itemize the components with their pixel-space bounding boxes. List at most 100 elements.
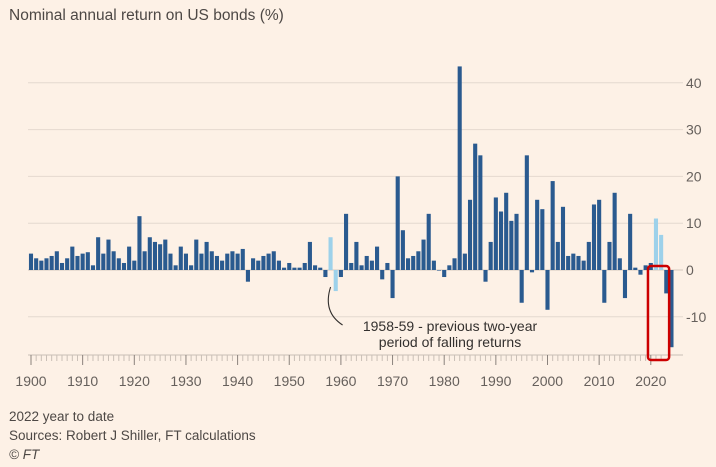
bar-1932 <box>194 239 199 270</box>
bar-1934 <box>204 241 209 270</box>
annotation-line-1: 1958-59 - previous two-year <box>363 318 538 334</box>
y-tick-label: 20 <box>686 168 702 184</box>
y-tick-label: 0 <box>686 262 694 278</box>
bar-1935 <box>209 251 214 270</box>
bar-1925 <box>158 244 163 270</box>
y-tick-label: 40 <box>686 75 702 91</box>
bar-2017 <box>633 267 638 270</box>
bar-2023 <box>664 270 669 294</box>
bar-1908 <box>70 246 75 270</box>
bar-2024 <box>669 270 674 348</box>
bar-1990 <box>493 197 498 270</box>
bar-1927 <box>168 253 173 270</box>
bar-1981 <box>447 265 452 270</box>
bar-1939 <box>230 251 235 270</box>
bar-2013 <box>612 192 617 270</box>
bar-2022 <box>659 234 664 270</box>
bar-1917 <box>116 258 121 270</box>
bar-1965 <box>364 255 369 270</box>
bar-1961 <box>344 213 349 270</box>
sources: Sources: Robert J Shiller, FT calculatio… <box>9 428 256 443</box>
bar-2019 <box>643 265 648 270</box>
bar-1984 <box>462 253 467 270</box>
y-axis-tick-labels: 40 30 20 10 0 -10 <box>686 75 706 325</box>
bar-2015 <box>622 270 628 299</box>
bar-1989 <box>488 241 493 270</box>
bar-1931 <box>189 265 194 270</box>
bar-1936 <box>214 255 219 270</box>
bar-1913 <box>96 237 101 270</box>
bar-1903 <box>44 258 49 270</box>
bar-1940 <box>235 253 240 270</box>
credit: © FT <box>9 447 40 462</box>
gridlines <box>28 82 683 318</box>
bar-1901 <box>34 258 39 270</box>
bars <box>28 66 674 348</box>
bar-2002 <box>555 241 560 270</box>
bar-1997 <box>529 270 535 273</box>
x-tick-label: 1990 <box>480 373 511 389</box>
bar-1943 <box>251 258 256 270</box>
x-tick-label: 1950 <box>274 373 305 389</box>
bar-1995 <box>519 270 524 303</box>
bar-1916 <box>111 251 116 270</box>
bar-1986 <box>473 143 478 270</box>
x-tick-label: 1940 <box>222 373 253 389</box>
bar-1924 <box>152 241 158 270</box>
bar-1982 <box>452 258 457 270</box>
bar-2005 <box>571 253 576 270</box>
bar-1907 <box>65 258 70 270</box>
bar-1919 <box>127 246 132 270</box>
bar-1921 <box>137 216 142 270</box>
y-tick-label: 30 <box>686 122 702 138</box>
bar-1906 <box>59 262 65 270</box>
bar-1947 <box>271 251 276 270</box>
x-tick-label: 1960 <box>325 373 356 389</box>
bar-1978 <box>431 260 436 270</box>
bar-1909 <box>75 255 80 270</box>
bar-1991 <box>498 211 504 270</box>
x-axis: 1900 1910 1920 1930 1940 1950 1960 1970 1980 1990… <box>15 354 683 389</box>
bar-1928 <box>173 265 178 270</box>
bar-1975 <box>416 251 421 270</box>
bar-1976 <box>421 239 426 270</box>
x-tick-label: 1930 <box>170 373 201 389</box>
bar-1971 <box>395 176 400 270</box>
bar-2018 <box>638 270 643 275</box>
bar-1993 <box>509 220 514 270</box>
bar-1985 <box>467 199 473 270</box>
bar-2014 <box>617 258 622 270</box>
x-tick-label: 1970 <box>377 373 408 389</box>
bar-2011 <box>602 270 607 303</box>
bar-1945 <box>261 255 266 270</box>
bar-2016 <box>628 213 633 270</box>
bar-1914 <box>101 253 106 270</box>
bar-1958 <box>328 237 333 270</box>
bar-1996 <box>524 155 529 270</box>
bar-1969 <box>385 262 390 270</box>
bar-1949 <box>282 267 287 270</box>
x-tick-label: 2020 <box>635 373 666 389</box>
bar-1967 <box>375 246 380 270</box>
highlight-box <box>646 264 671 362</box>
bar-1960 <box>338 270 343 278</box>
bar-1933 <box>199 253 204 270</box>
bar-1953 <box>302 262 307 270</box>
bar-1952 <box>297 267 302 270</box>
bar-1987 <box>478 155 483 270</box>
annotation-line-2: period of falling returns <box>379 334 521 350</box>
bar-1994 <box>514 213 519 270</box>
bar-1951 <box>292 267 297 270</box>
bar-1988 <box>483 270 488 282</box>
bar-1922 <box>142 251 147 270</box>
y-tick-label: -10 <box>686 309 706 325</box>
bar-1955 <box>313 265 318 270</box>
bar-1979 <box>436 270 442 271</box>
bar-1972 <box>400 230 405 270</box>
bar-1977 <box>426 213 431 270</box>
bar-1963 <box>354 241 359 270</box>
x-tick-label: 1920 <box>119 373 150 389</box>
bar-1970 <box>390 270 395 299</box>
